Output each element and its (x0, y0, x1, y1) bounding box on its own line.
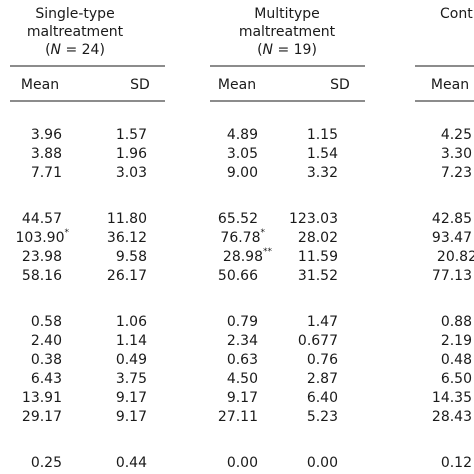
cell: 0.00 (227, 455, 258, 471)
cell: 6.43 (31, 371, 62, 387)
cell: 2.19 (441, 333, 472, 349)
n-part: = 24) (61, 42, 105, 58)
cell-sup: * (261, 228, 266, 238)
cell-value: 28.98 (223, 249, 263, 265)
cell: 77.13 (432, 268, 472, 284)
cell: 58.16 (22, 268, 62, 284)
cell: 31.52 (298, 268, 338, 284)
cell: 103.90* (16, 228, 70, 247)
cell: 2.87 (307, 371, 338, 387)
group-header: maltreatment (239, 24, 336, 40)
cell: 1.15 (307, 127, 338, 143)
group-header: Single-type (35, 6, 114, 22)
cell: 1.47 (307, 314, 338, 330)
column-header: Mean (431, 77, 469, 93)
cell: 1.96 (116, 146, 147, 162)
cell: 0.88 (441, 314, 472, 330)
cell: 4.50 (227, 371, 258, 387)
cell: 0.12 (441, 455, 472, 471)
cell: 5.23 (307, 409, 338, 425)
cell: 0.79 (227, 314, 258, 330)
cell: 28.98** (223, 247, 273, 266)
cell: 27.11 (218, 409, 258, 425)
group-n: (N = 24) (45, 42, 105, 58)
cell: 0.677 (298, 333, 338, 349)
n-part: N (263, 42, 274, 58)
cell: 2.34 (227, 333, 258, 349)
cell: 7.71 (31, 165, 62, 181)
cell: 11.80 (107, 211, 147, 227)
cell-value: 76.78 (220, 230, 260, 246)
n-part: N (51, 42, 62, 58)
group-header: maltreatment (27, 24, 124, 40)
cell: 28.02 (298, 230, 338, 246)
cell: 23.98 (22, 249, 62, 265)
column-header: SD (130, 77, 150, 93)
group-header: Multitype (254, 6, 320, 22)
cell-sup: ** (263, 247, 273, 257)
cell: 3.88 (31, 146, 62, 162)
cell: 29.17 (22, 409, 62, 425)
cell: 3.03 (116, 165, 147, 181)
cell: 36.12 (107, 230, 147, 246)
cell: 7.23 (441, 165, 472, 181)
cell: 0.63 (227, 352, 258, 368)
cell: 9.58 (116, 249, 147, 265)
n-part: = 19) (273, 42, 317, 58)
cell: 1.57 (116, 127, 147, 143)
cell-value: 103.90 (16, 230, 65, 246)
cell: 3.30 (441, 146, 472, 162)
cell: 9.00 (227, 165, 258, 181)
cell: 6.50 (441, 371, 472, 387)
cell: 14.35 (432, 390, 472, 406)
cell: 3.96 (31, 127, 62, 143)
cell: 0.38 (31, 352, 62, 368)
cell: 44.57 (22, 211, 62, 227)
cell: 11.59 (298, 249, 338, 265)
cell: 65.52 (218, 211, 258, 227)
cell: 3.32 (307, 165, 338, 181)
n-part: ( (45, 42, 50, 58)
cell-sup: * (65, 228, 70, 238)
group-n: (N = 19) (257, 42, 317, 58)
cell: 1.14 (116, 333, 147, 349)
cell: 1.54 (307, 146, 338, 162)
column-header: Mean (21, 77, 59, 93)
cell: 3.05 (227, 146, 258, 162)
cell: 0.58 (31, 314, 62, 330)
cell: 2.40 (31, 333, 62, 349)
cell: 0.48 (441, 352, 472, 368)
cell: 28.43 (432, 409, 472, 425)
group-header: Cont (440, 6, 473, 22)
cell: 0.44 (116, 455, 147, 471)
cell: 0.49 (116, 352, 147, 368)
cell: 0.00 (307, 455, 338, 471)
cell: 0.25 (31, 455, 62, 471)
cell: 9.17 (227, 390, 258, 406)
cell: 13.91 (22, 390, 62, 406)
cell: 9.17 (116, 390, 147, 406)
cell: 3.75 (116, 371, 147, 387)
cell: 93.47 (432, 230, 472, 246)
cell: 6.40 (307, 390, 338, 406)
cell: 9.17 (116, 409, 147, 425)
column-header: Mean (218, 77, 256, 93)
column-header: SD (330, 77, 350, 93)
cell: 42.85 (432, 211, 472, 227)
cell: 4.25 (441, 127, 472, 143)
cell-value: 20.82 (437, 249, 474, 265)
cell: 123.03 (289, 211, 338, 227)
n-part: ( (257, 42, 262, 58)
cell: 0.76 (307, 352, 338, 368)
cell: 1.06 (116, 314, 147, 330)
cell: 4.89 (227, 127, 258, 143)
cell: 50.66 (218, 268, 258, 284)
cell: 76.78* (220, 228, 265, 247)
cell: 20.82** (437, 247, 474, 266)
cell: 26.17 (107, 268, 147, 284)
